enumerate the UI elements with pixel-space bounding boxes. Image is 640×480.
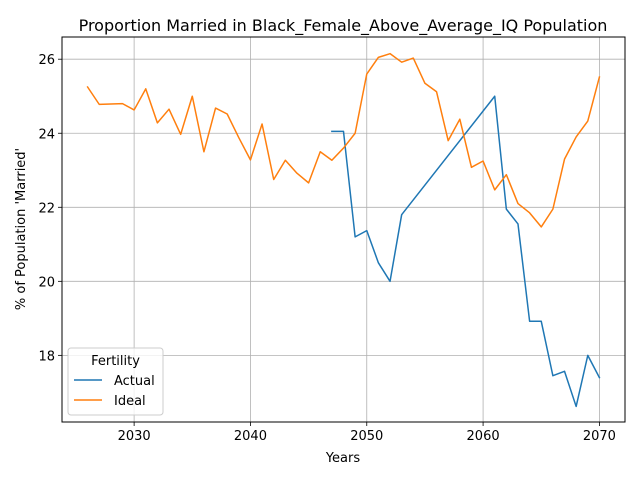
- y-tick-label: 26: [38, 53, 55, 68]
- y-tick-label: 22: [38, 201, 55, 216]
- x-axis-label: Years: [325, 451, 361, 466]
- y-tick-label: 18: [38, 349, 55, 364]
- y-tick-label: 24: [38, 127, 55, 142]
- y-axis-label: % of Population 'Married': [14, 148, 29, 310]
- x-tick-label: 2030: [118, 429, 151, 444]
- legend-label-actual: Actual: [114, 374, 155, 389]
- y-tick-label: 20: [38, 275, 55, 290]
- legend-label-ideal: Ideal: [114, 394, 146, 409]
- chart-title: Proportion Married in Black_Female_Above…: [79, 16, 608, 36]
- legend-title: Fertility: [91, 354, 140, 369]
- x-tick-label: 2070: [583, 429, 616, 444]
- x-tick-label: 2040: [234, 429, 267, 444]
- x-tick-label: 2050: [350, 429, 383, 444]
- x-tick-label: 2060: [467, 429, 500, 444]
- legend: Fertility Actual Ideal: [68, 348, 163, 415]
